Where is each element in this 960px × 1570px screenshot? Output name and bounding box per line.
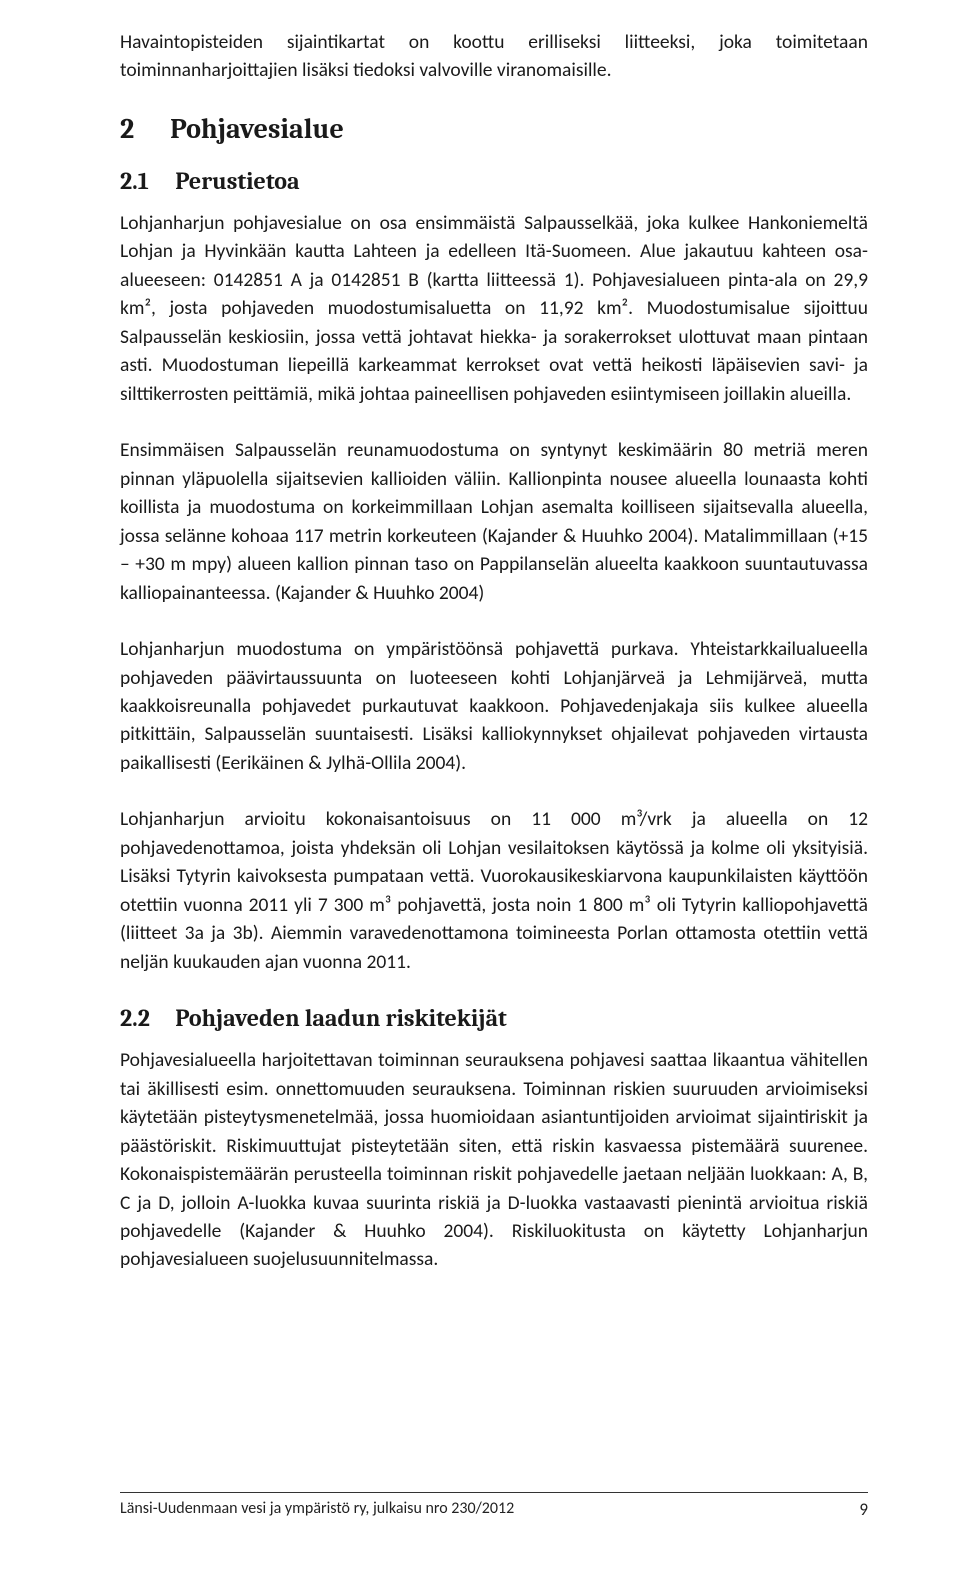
section-2-title: Pohjavesialue (170, 113, 344, 145)
section-2-number: 2 (120, 113, 164, 145)
footer-text: Länsi-Uudenmaan vesi ja ympäristö ry, ju… (120, 1499, 514, 1520)
page-footer: Länsi-Uudenmaan vesi ja ympäristö ry, ju… (120, 1492, 868, 1520)
section-2-2-heading: 2.2 Pohjaveden laadun riskitekijät (120, 1004, 868, 1032)
section-2-1-heading: 2.1 Perustietoa (120, 167, 868, 195)
section-2-2-title: Pohjaveden laadun riskitekijät (175, 1004, 507, 1032)
paragraph-2-1-a: Lohjanharjun pohjavesialue on osa ensimm… (120, 209, 868, 408)
section-2-1-number: 2.1 (120, 167, 170, 195)
paragraph-2-1-c: Lohjanharjun muodostuma on ympäristöönsä… (120, 635, 868, 777)
section-2-2-number: 2.2 (120, 1004, 170, 1032)
section-2-heading: 2 Pohjavesialue (120, 113, 868, 145)
section-2-1-title: Perustietoa (175, 167, 299, 195)
paragraph-2-1-d: Lohjanharjun arvioitu kokonaisantoisuus … (120, 805, 868, 976)
intro-paragraph: Havaintopisteiden sijaintikartat on koot… (120, 0, 868, 85)
paragraph-2-1-b: Ensimmäisen Salpausselän reunamuodostuma… (120, 436, 868, 607)
paragraph-2-2-a: Pohjavesialueella harjoitettavan toiminn… (120, 1046, 868, 1274)
footer-page-number: 9 (859, 1499, 868, 1520)
